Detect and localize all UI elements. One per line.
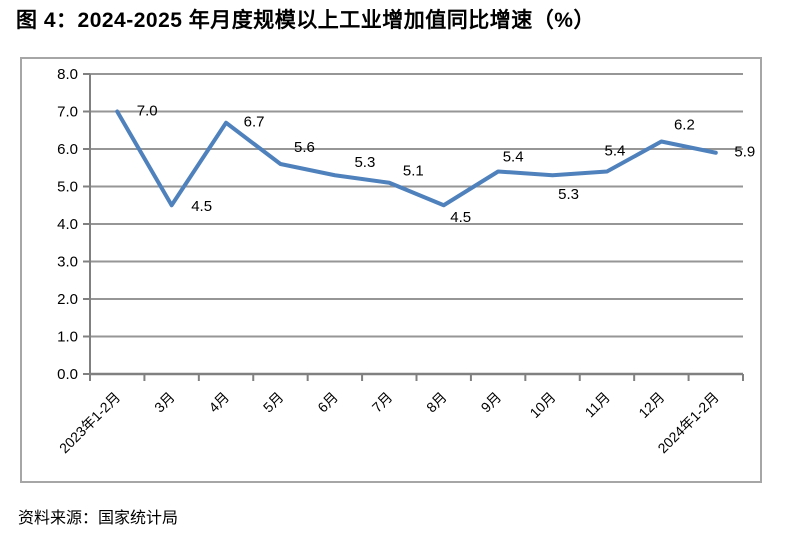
y-tick-label: 8.0 <box>57 66 78 83</box>
data-label: 5.4 <box>605 142 626 159</box>
y-tick-label: 3.0 <box>57 254 78 271</box>
data-label: 6.7 <box>244 114 265 131</box>
data-label: 5.6 <box>294 139 315 156</box>
x-tick-label: 5月 <box>260 389 287 416</box>
data-label: 4.5 <box>191 198 212 215</box>
y-tick-label: 4.0 <box>57 216 78 233</box>
x-tick-label: 10月 <box>526 389 558 421</box>
chart-frame: 0.0 1.0 2.0 3.0 4.0 5.0 6.0 7.0 8.0 2023年1-2月 3月 4月… <box>20 57 762 483</box>
data-label: 5.1 <box>403 163 424 180</box>
figure-title: 图 4：2024-2025 年月度规模以上工业增加值同比增速（%） <box>16 9 595 32</box>
data-series-line <box>115 109 718 208</box>
x-tick-label: 3月 <box>151 389 178 416</box>
x-tick-label: 4月 <box>205 389 232 416</box>
x-tick-label: 9月 <box>478 389 505 416</box>
data-label: 5.3 <box>354 154 375 171</box>
y-tick-label: 1.0 <box>57 329 78 346</box>
data-label: 5.3 <box>558 186 579 203</box>
y-tick-label: 2.0 <box>57 291 78 308</box>
x-tick-label: 11月 <box>582 389 613 420</box>
source-note: 资料来源：国家统计局 <box>18 510 179 527</box>
data-label: 5.9 <box>734 144 755 161</box>
y-tick-label: 0.0 <box>57 366 78 383</box>
y-tick-label: 6.0 <box>57 141 78 158</box>
y-tick-label: 5.0 <box>57 179 78 196</box>
x-tick-label: 8月 <box>423 389 450 416</box>
y-tick-label: 7.0 <box>57 104 78 121</box>
line-chart: 0.0 1.0 2.0 3.0 4.0 5.0 6.0 7.0 8.0 2023年1-2月 3月 4月… <box>56 66 755 456</box>
data-label: 6.2 <box>674 116 695 133</box>
x-tick-label: 12月 <box>635 389 667 421</box>
x-tick-label: 2023年1-2月 <box>56 389 123 456</box>
x-tick-label: 7月 <box>369 389 396 416</box>
data-label: 7.0 <box>137 102 158 119</box>
data-label: 4.5 <box>450 209 471 226</box>
data-label: 5.4 <box>503 148 524 165</box>
x-tick-label: 6月 <box>314 389 341 416</box>
